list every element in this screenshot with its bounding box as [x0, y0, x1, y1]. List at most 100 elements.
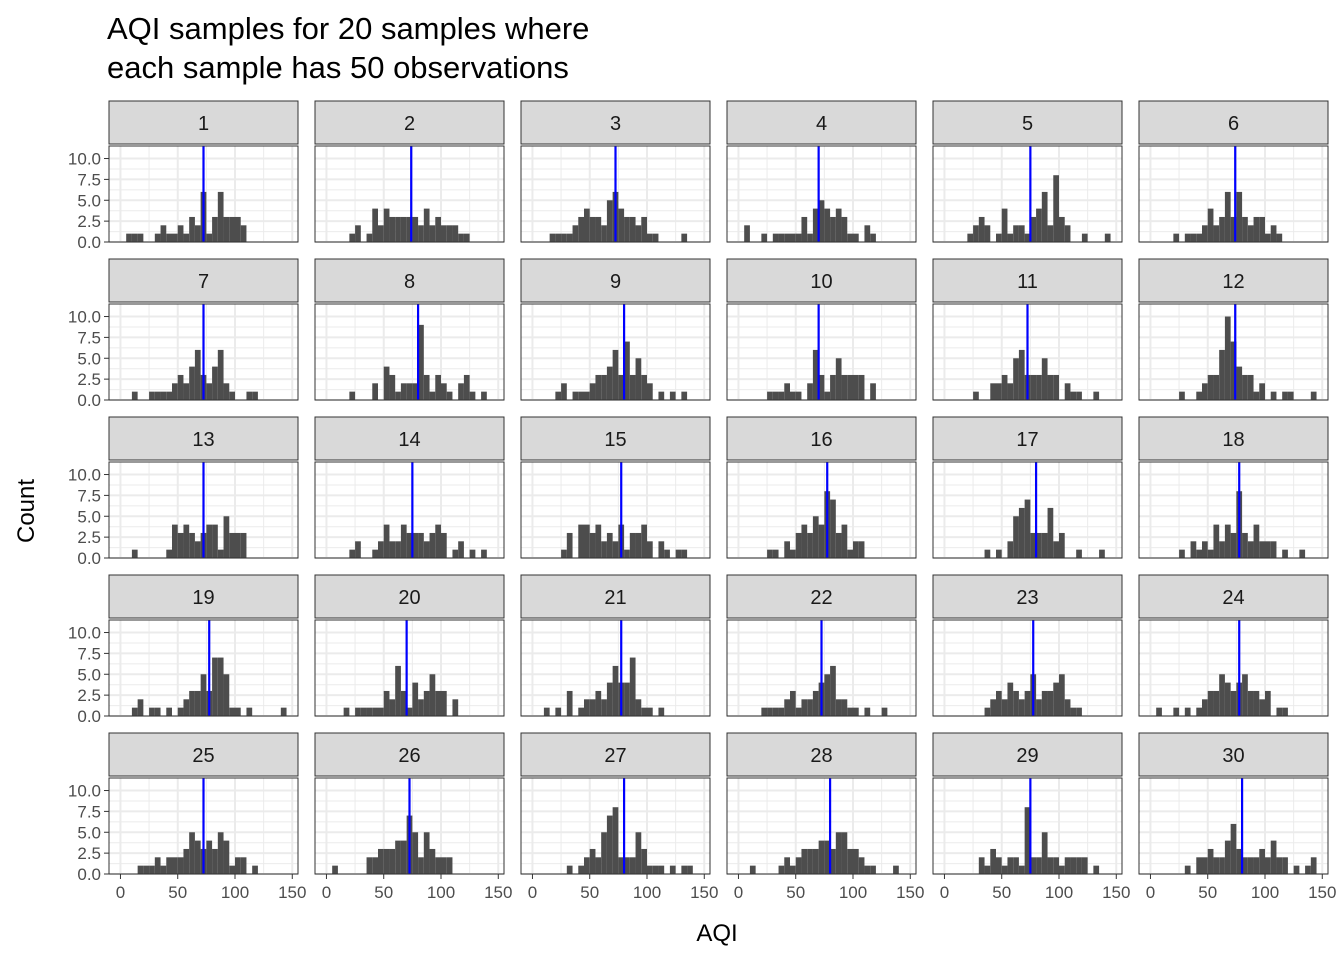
histogram-bar [1253, 391, 1260, 400]
histogram-bar [624, 682, 630, 716]
histogram-bar [1259, 383, 1265, 400]
histogram-bar [990, 383, 996, 400]
histogram-bar [406, 707, 413, 716]
histogram-bar [383, 366, 390, 400]
histogram-bar [189, 832, 195, 874]
histogram-bar [149, 391, 155, 400]
facet-panel: 10 [726, 258, 917, 401]
facet-label: 16 [810, 429, 832, 451]
histogram-bar [1024, 233, 1031, 242]
histogram-bar [1265, 233, 1271, 242]
histogram-bar [881, 707, 888, 716]
histogram-bar [864, 707, 871, 716]
histogram-bar [177, 857, 184, 874]
histogram-bar [624, 549, 630, 558]
facet-panel: 20 [314, 574, 505, 717]
histogram-bar [378, 848, 384, 874]
histogram-bar [246, 391, 253, 400]
histogram-bar [1070, 857, 1077, 874]
histogram-bar [395, 665, 401, 716]
histogram-bar [647, 707, 653, 716]
y-tick-label: 2.5 [77, 212, 101, 231]
histogram-bar [400, 216, 407, 242]
facet-strip [1138, 258, 1329, 303]
histogram-bar [383, 848, 390, 874]
histogram-bar [452, 699, 459, 716]
histogram-bar [423, 374, 430, 400]
histogram-bar [978, 857, 985, 874]
histogram-bar [183, 699, 190, 716]
histogram-bar [555, 707, 562, 716]
histogram-bar [1236, 848, 1243, 874]
facet-label: 10 [810, 271, 832, 293]
histogram-bar [372, 549, 378, 558]
histogram-bar [847, 374, 853, 400]
histogram-bar [452, 225, 459, 242]
histogram-bar [830, 216, 836, 242]
histogram-bar [1253, 690, 1260, 716]
histogram-bar [1053, 857, 1059, 874]
histogram-bar [1224, 316, 1231, 400]
histogram-bar [1047, 690, 1054, 716]
histogram-bar [131, 391, 138, 400]
histogram-bar [1007, 383, 1014, 400]
histogram-bar [1047, 374, 1054, 400]
histogram-bar [383, 524, 390, 558]
histogram-bar [360, 707, 367, 716]
histogram-bar [372, 383, 378, 400]
histogram-bar [1179, 391, 1185, 400]
histogram-bar [1036, 699, 1042, 716]
histogram-bar [395, 391, 401, 400]
histogram-bar [812, 516, 819, 558]
histogram-bar [1041, 832, 1048, 874]
histogram-bar [641, 848, 647, 874]
histogram-bar [1190, 233, 1197, 242]
histogram-bar [772, 707, 779, 716]
histogram-bar [612, 349, 619, 400]
histogram-bar [1230, 341, 1237, 400]
histogram-bar [217, 349, 224, 400]
y-tick-label: 0.0 [77, 391, 101, 410]
y-axis-title: Count [13, 479, 40, 543]
histogram-bar [984, 865, 991, 874]
histogram-bar [1207, 690, 1214, 716]
facet-strip [314, 574, 505, 619]
histogram-bar [744, 225, 750, 242]
y-tick-label: 7.5 [77, 486, 101, 505]
facet-panel: 5 [932, 100, 1123, 243]
histogram-bar [795, 233, 802, 242]
histogram-bar [612, 665, 619, 716]
histogram-bar [183, 524, 190, 558]
histogram-bar [1064, 699, 1071, 716]
histogram-bar [635, 225, 642, 242]
facet-label: 22 [810, 587, 832, 609]
histogram-bar [1253, 524, 1260, 558]
panel-frame [520, 619, 711, 717]
histogram-bar [1219, 349, 1225, 400]
histogram-bar [1059, 674, 1065, 716]
histogram-bar [847, 848, 853, 874]
histogram-bar [647, 541, 653, 558]
histogram-bar [1053, 541, 1059, 558]
panel-frame [1138, 461, 1329, 559]
facet-label: 24 [1222, 587, 1244, 609]
histogram-bar [595, 690, 602, 716]
histogram-bar [383, 690, 390, 716]
histogram-bar [223, 216, 230, 242]
histogram-bar [154, 707, 161, 716]
plot-background [933, 146, 1122, 242]
histogram-bar [1282, 857, 1288, 874]
histogram-bar [1093, 865, 1100, 874]
y-tick-label: 7.5 [77, 170, 101, 189]
facet-panel: 27 0 50 100 150 [520, 732, 718, 902]
histogram-bar [1047, 225, 1054, 242]
histogram-bar [847, 233, 853, 242]
histogram-bar [566, 690, 573, 716]
facet-strip [1138, 416, 1329, 461]
histogram-bar [1224, 524, 1231, 558]
y-tick-label: 10.0 [68, 624, 101, 643]
histogram-bar [589, 532, 596, 558]
histogram-bar [858, 541, 865, 558]
histogram-bar [1287, 391, 1294, 400]
